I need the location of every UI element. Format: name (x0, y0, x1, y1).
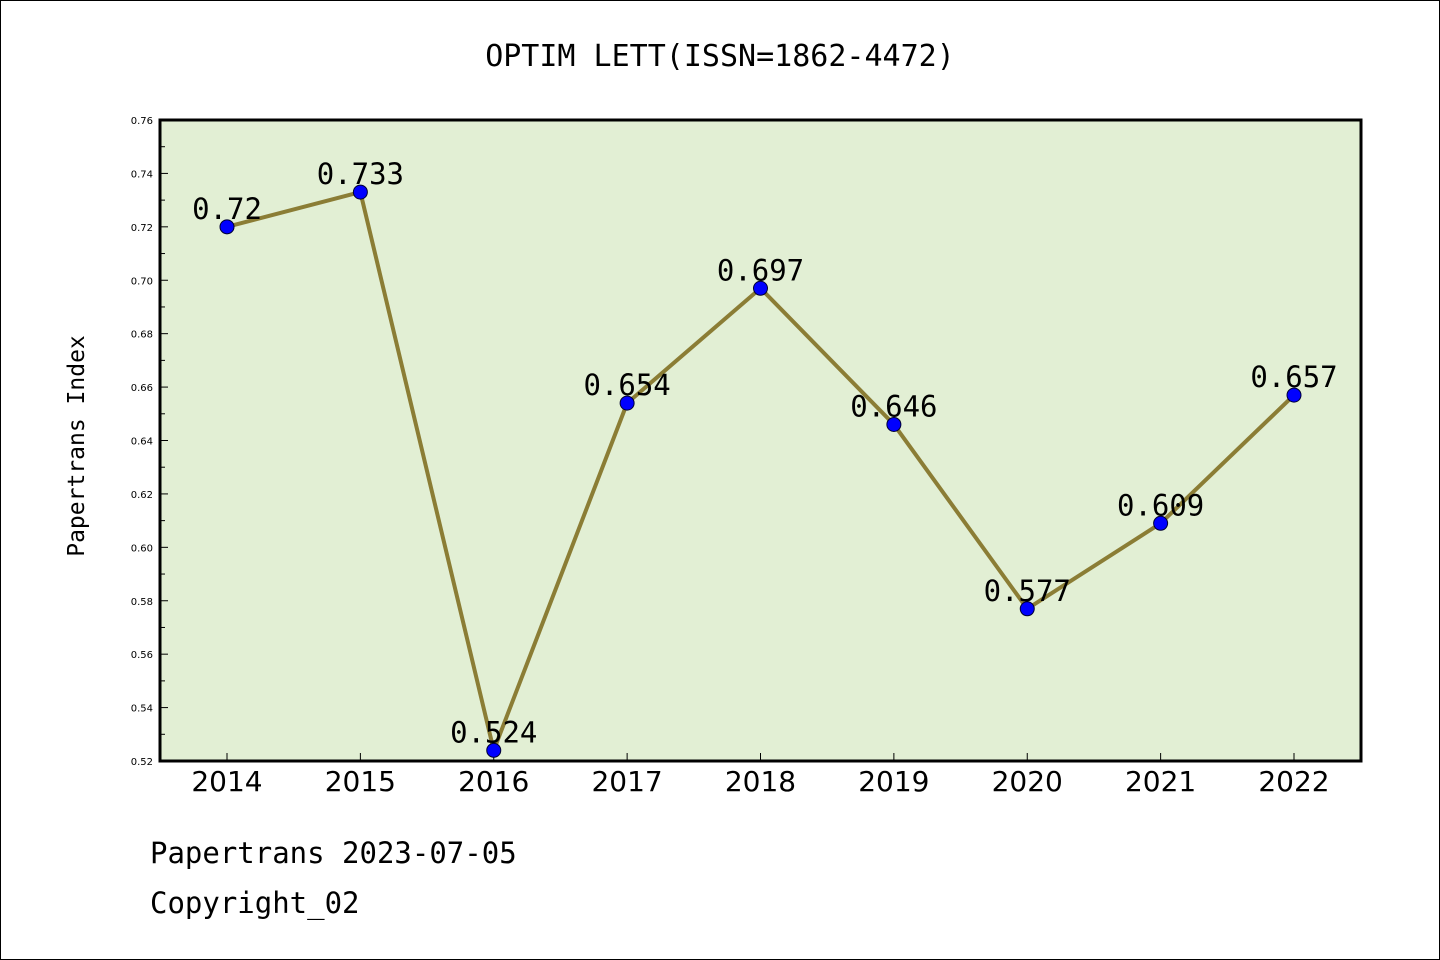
x-tick-label: 2020 (992, 765, 1063, 798)
data-point (352, 184, 368, 200)
y-tick-label: 0.62 (131, 490, 153, 501)
x-tick-label: 2021 (1125, 765, 1196, 798)
x-tick-label: 2022 (1258, 765, 1329, 798)
y-tick-label: 0.68 (131, 330, 153, 341)
data-label: 0.577 (984, 574, 1071, 608)
data-label: 0.646 (850, 389, 937, 423)
x-tick-label: 2017 (591, 765, 662, 798)
data-point (753, 280, 768, 296)
y-tick-label: 0.52 (131, 757, 153, 768)
data-label: 0.72 (192, 192, 262, 226)
data-point (1286, 387, 1302, 403)
y-tick-label: 0.58 (131, 597, 153, 608)
x-tick-label: 2019 (858, 765, 929, 798)
plot-area (160, 120, 1361, 761)
data-point (219, 219, 235, 235)
y-tick-label: 0.74 (131, 169, 153, 180)
x-tick-label: 2016 (458, 765, 529, 798)
x-tick-label: 2018 (725, 765, 796, 798)
plot-border (158, 118, 1363, 763)
y-tick-label: 0.72 (131, 223, 153, 234)
y-tick-label: 0.76 (131, 116, 153, 127)
data-label: 0.733 (317, 157, 404, 191)
data-point (1153, 515, 1169, 531)
x-tick-label: 2014 (191, 765, 262, 798)
data-label: 0.697 (717, 253, 804, 287)
y-axis-title: Papertrans Index (64, 335, 90, 557)
y-tick-label: 0.54 (131, 704, 153, 715)
x-tick-label: 2015 (325, 765, 396, 798)
y-tick-label: 0.56 (131, 650, 153, 661)
data-label: 0.609 (1117, 488, 1204, 522)
data-point (1019, 601, 1035, 617)
data-point (886, 416, 902, 432)
chart-title: OPTIM LETT(ISSN=1862-4472) (485, 39, 955, 74)
data-label: 0.524 (450, 715, 537, 749)
y-tick-label: 0.70 (131, 276, 153, 287)
data-point (486, 742, 502, 758)
footer-date: Papertrans 2023-07-05 (150, 836, 517, 870)
y-tick-label: 0.64 (131, 437, 153, 448)
y-tick-label: 0.66 (131, 383, 153, 394)
data-label: 0.657 (1250, 360, 1337, 394)
data-point (619, 395, 635, 411)
data-label: 0.654 (583, 368, 670, 402)
y-tick-label: 0.60 (131, 543, 153, 554)
footer-copyright: Copyright_02 (150, 886, 360, 920)
